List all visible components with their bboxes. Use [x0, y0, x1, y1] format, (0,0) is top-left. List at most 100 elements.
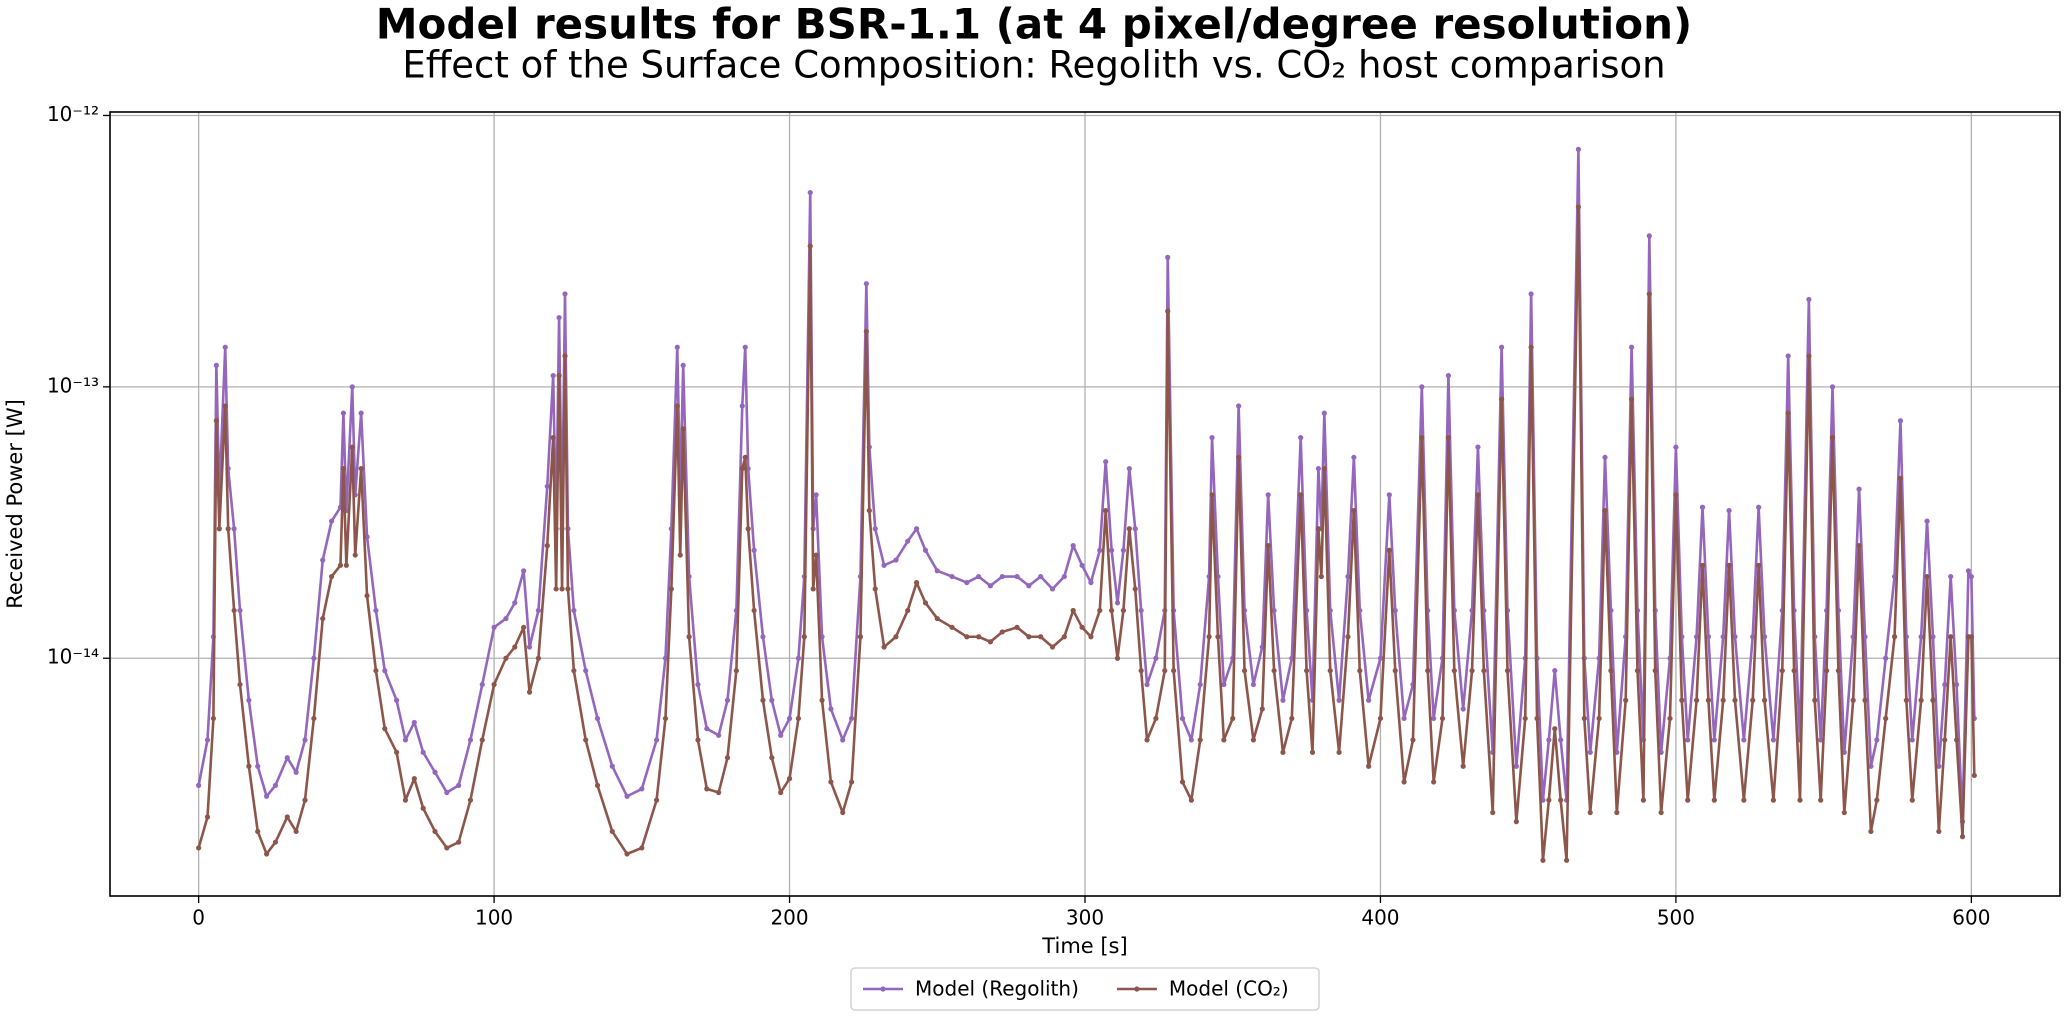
data-point	[1103, 507, 1109, 514]
chart-subtitle: Effect of the Surface Composition: Regol…	[402, 44, 1665, 87]
data-point	[1829, 384, 1836, 390]
data-point	[934, 568, 940, 574]
y-tick-label: 10⁻¹²	[47, 102, 99, 126]
data-point	[1357, 668, 1363, 674]
data-point	[813, 492, 819, 498]
data-point	[1165, 308, 1171, 314]
data-point	[491, 624, 497, 630]
data-point	[1546, 737, 1552, 743]
data-point	[311, 655, 317, 661]
data-point	[1318, 573, 1324, 580]
data-point	[1868, 763, 1874, 769]
data-point	[1144, 681, 1150, 688]
data-point	[1959, 834, 1966, 840]
data-point	[1699, 504, 1706, 510]
data-point	[1014, 624, 1020, 630]
data-point	[1097, 607, 1103, 614]
y-axis-label: Received Power [W]	[3, 399, 27, 609]
data-point	[302, 737, 308, 743]
data-point	[1948, 634, 1954, 640]
data-point	[819, 697, 825, 703]
data-point	[1138, 607, 1144, 614]
data-point	[1197, 681, 1203, 688]
y-tick-label: 10⁻¹³	[47, 373, 99, 397]
data-point	[550, 373, 556, 379]
data-point	[1315, 526, 1322, 532]
data-point	[237, 681, 243, 688]
data-point	[204, 737, 211, 743]
data-point	[1711, 797, 1717, 803]
data-point	[1930, 697, 1936, 703]
data-point	[272, 839, 279, 845]
data-point	[662, 715, 669, 722]
data-point	[742, 344, 748, 350]
data-point	[420, 805, 426, 811]
data-point	[1132, 586, 1138, 592]
data-point	[1770, 737, 1777, 743]
data-point	[1797, 797, 1803, 803]
data-point	[1791, 668, 1797, 674]
data-point	[302, 797, 308, 803]
data-point	[1823, 668, 1830, 674]
data-point	[769, 755, 775, 761]
data-point	[680, 362, 686, 368]
data-point	[964, 579, 970, 586]
data-point	[196, 782, 202, 788]
data-point	[1392, 607, 1398, 614]
data-point	[760, 634, 766, 640]
data-point	[1581, 715, 1587, 722]
data-point	[340, 410, 347, 416]
data-point	[1451, 668, 1457, 674]
data-point	[668, 586, 674, 592]
chart-title: Model results for BSR-1.1 (at 4 pixel/de…	[376, 0, 1692, 49]
data-point	[364, 593, 370, 599]
data-point	[1070, 543, 1076, 549]
data-point	[583, 737, 589, 743]
data-point	[1088, 579, 1094, 586]
data-point	[716, 732, 722, 738]
data-point	[373, 607, 379, 614]
data-point	[1918, 634, 1924, 640]
data-point	[1552, 726, 1558, 732]
data-point	[328, 518, 335, 524]
data-point	[1741, 797, 1747, 803]
data-point	[1924, 573, 1930, 580]
data-point	[1829, 435, 1836, 441]
data-point	[432, 769, 438, 775]
data-point	[760, 697, 766, 703]
data-point	[364, 534, 370, 540]
data-point	[1377, 655, 1384, 661]
data-point	[1558, 737, 1564, 743]
data-point	[1351, 507, 1357, 514]
data-point	[583, 668, 589, 674]
data-point	[1280, 697, 1286, 703]
data-point	[1732, 634, 1738, 640]
data-point	[976, 573, 982, 580]
legend-box	[850, 967, 1320, 1011]
data-point	[1785, 353, 1791, 359]
data-point	[565, 586, 571, 592]
data-point	[828, 706, 834, 712]
data-point	[639, 786, 645, 792]
x-tick-label: 0	[192, 906, 205, 930]
data-point	[745, 526, 751, 532]
data-point	[704, 726, 710, 732]
data-point	[905, 538, 911, 544]
data-point	[1874, 737, 1880, 743]
data-point	[237, 607, 243, 614]
data-point	[1513, 819, 1519, 825]
data-point	[373, 668, 379, 674]
data-point	[1259, 706, 1265, 712]
data-point	[559, 586, 565, 592]
data-point	[444, 789, 450, 796]
data-point	[1628, 344, 1635, 350]
data-point	[1711, 737, 1717, 743]
data-point	[1646, 233, 1652, 239]
data-point	[1298, 435, 1304, 441]
data-point	[872, 526, 878, 532]
data-point	[382, 668, 388, 674]
data-point	[662, 655, 669, 661]
data-point	[1241, 668, 1248, 674]
data-point	[1596, 715, 1602, 722]
data-point	[1856, 486, 1862, 492]
